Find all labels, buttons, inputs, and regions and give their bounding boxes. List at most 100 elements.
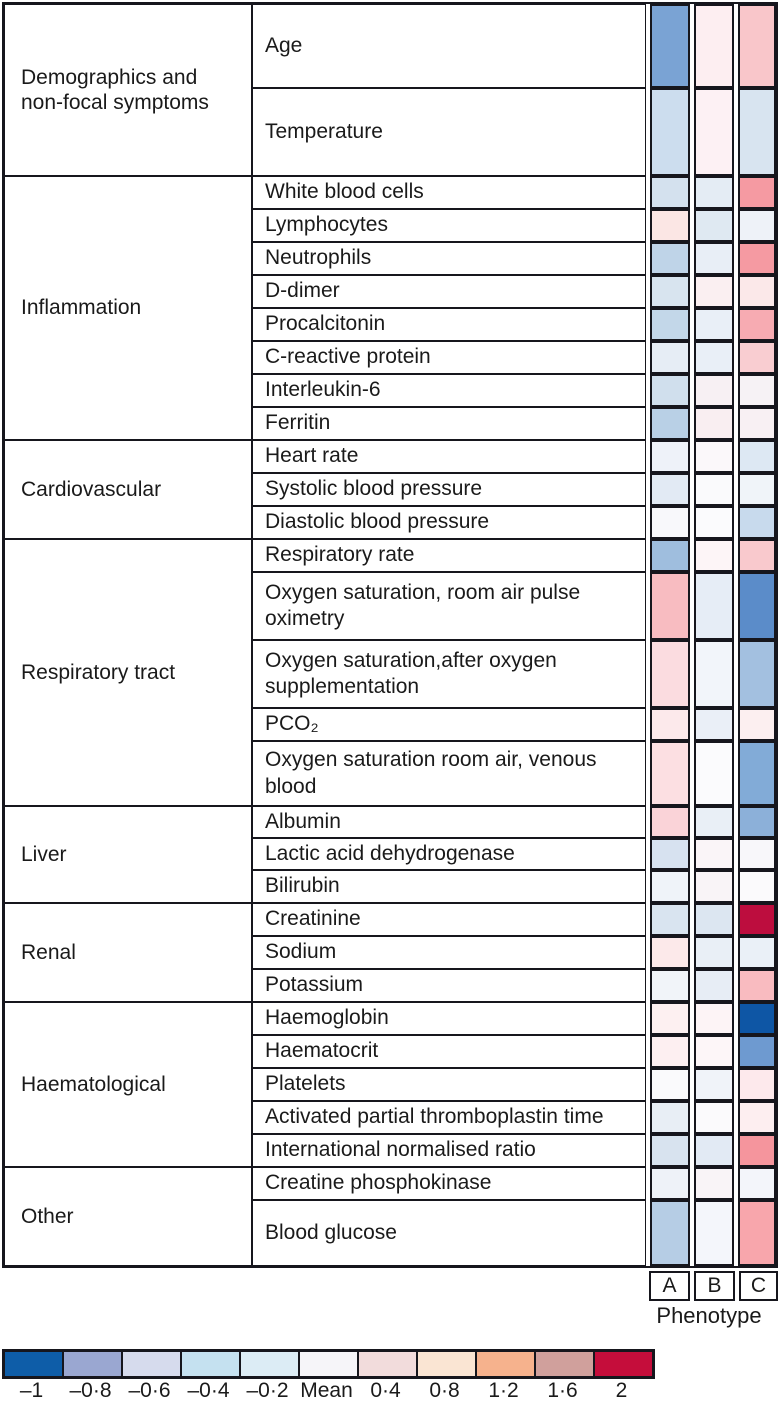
heatmap-cell-b [694, 407, 734, 440]
heatmap-cell-b [694, 1068, 734, 1101]
variable-cell: Albumin [252, 806, 646, 838]
colorbar-tick-label: 0·4 [370, 1379, 401, 1402]
variable-cell: Oxygen saturation, room air pulse oximet… [252, 572, 646, 640]
heatmap-cell-c [738, 903, 776, 936]
heatmap-cell-b [694, 708, 734, 741]
colorbar-tick-label: Mean [300, 1379, 353, 1402]
colorbar-swatch [63, 1351, 122, 1377]
heatmap-cell-a [650, 374, 690, 407]
heatmap-cell-b [694, 1167, 734, 1200]
variable-cell: Oxygen saturation room air, venous blood [252, 741, 646, 806]
heatmap-cell-b [694, 209, 734, 242]
heatmap-cell-a [650, 806, 690, 838]
category-cell: Cardiovascular [4, 440, 252, 539]
heatmap-cell-b [694, 1101, 734, 1134]
heatmap-cell-b [694, 4, 734, 88]
colorbar-swatch [476, 1351, 535, 1377]
phenotype-header-a: A [649, 1271, 690, 1301]
heatmap-cell-c [738, 506, 776, 539]
heatmap-cell-b [694, 440, 734, 473]
colorbar-tick-label: –0·2 [246, 1379, 289, 1402]
heatmap-cell-c [738, 176, 776, 209]
heatmap-cell-b [694, 374, 734, 407]
heatmap-cell-c [738, 1068, 776, 1101]
heatmap-cell-c [738, 741, 776, 806]
heatmap-cell-a [650, 1167, 690, 1200]
heatmap-cell-a [650, 838, 690, 870]
heatmap-cell-c [738, 440, 776, 473]
heatmap-cell-a [650, 1200, 690, 1266]
heatmap-cell-c [738, 341, 776, 374]
variable-cell: C-reactive protein [252, 341, 646, 374]
heatmap-cell-c [738, 806, 776, 838]
heatmap-cell-b [694, 88, 734, 176]
variable-cell: Ferritin [252, 407, 646, 440]
heatmap-cell-c [738, 407, 776, 440]
heatmap-cell-b [694, 341, 734, 374]
variable-cell: Systolic blood pressure [252, 473, 646, 506]
colorbar-swatch [122, 1351, 181, 1377]
heatmap-cell-c [738, 209, 776, 242]
colorbar-tick-label: –1 [19, 1379, 44, 1402]
variable-cell: Haematocrit [252, 1035, 646, 1068]
variable-cell: Neutrophils [252, 242, 646, 275]
heatmap-cell-a [650, 275, 690, 308]
variable-cell: Age [252, 4, 646, 88]
heatmap-cell-b [694, 1200, 734, 1266]
heatmap-cell-b [694, 1002, 734, 1035]
heatmap-cell-c [738, 539, 776, 572]
heatmap-cell-b [694, 903, 734, 936]
heatmap-cell-b [694, 506, 734, 539]
heatmap-cell-a [650, 741, 690, 806]
colorbar-swatch [358, 1351, 417, 1377]
colorbar-swatch [417, 1351, 476, 1377]
heatmap-cell-c [738, 870, 776, 903]
heatmap-cell-c [738, 1134, 776, 1167]
colorbar-swatch [299, 1351, 358, 1377]
heatmap-cell-b [694, 640, 734, 708]
colorbar-tick-label: 1·2 [488, 1379, 519, 1402]
heatmap-cell-c [738, 374, 776, 407]
heatmap-cell-a [650, 88, 690, 176]
colorbar-tick-label: 2 [615, 1379, 628, 1402]
heatmap-cell-c [738, 1035, 776, 1068]
variable-cell: White blood cells [252, 176, 646, 209]
colorbar-swatch [181, 1351, 240, 1377]
heatmap-cell-a [650, 936, 690, 969]
category-cell: Renal [4, 903, 252, 1002]
category-cell: Liver [4, 806, 252, 903]
heatmap-cell-a [650, 1068, 690, 1101]
heatmap-cell-c [738, 838, 776, 870]
colorbar-swatch [240, 1351, 299, 1377]
heatmap-cell-b [694, 572, 734, 640]
heatmap-cell-c [738, 572, 776, 640]
variable-cell: Sodium [252, 936, 646, 969]
heatmap-cell-a [650, 572, 690, 640]
variable-cell: Lymphocytes [252, 209, 646, 242]
heatmap-cell-c [738, 1002, 776, 1035]
heatmap-cell-b [694, 936, 734, 969]
heatmap-table: Demographics and non-focal symptoms Age Te… [2, 2, 778, 1268]
variable-cell: Interleukin-6 [252, 374, 646, 407]
variable-cell: Creatinine [252, 903, 646, 936]
heatmap-cell-a [650, 969, 690, 1002]
heatmap-cell-b [694, 473, 734, 506]
heatmap-cell-a [650, 903, 690, 936]
phenotype-header-c: C [739, 1271, 778, 1301]
heatmap-cell-a [650, 1101, 690, 1134]
variable-cell: Activated partial thromboplastin time [252, 1101, 646, 1134]
colorbar-tick-label: –0·6 [128, 1379, 171, 1402]
colorbar-tick-labels: –1 –0·8 –0·6 –0·4 –0·2 Mean 0·4 0·8 1·2 1·6 2 [2, 1379, 651, 1403]
category-cell: Other [4, 1167, 252, 1266]
colorbar [2, 1349, 655, 1379]
heatmap-cell-a [650, 4, 690, 88]
heatmap-cell-b [694, 969, 734, 1002]
category-cell: Demographics and non-focal symptoms [4, 4, 252, 176]
variable-cell: Creatine phosphokinase [252, 1167, 646, 1200]
heatmap-cell-a [650, 473, 690, 506]
variable-cell: Procalcitonin [252, 308, 646, 341]
heatmap-cell-b [694, 176, 734, 209]
colorbar-swatch [4, 1351, 63, 1377]
heatmap-cell-c [738, 640, 776, 708]
